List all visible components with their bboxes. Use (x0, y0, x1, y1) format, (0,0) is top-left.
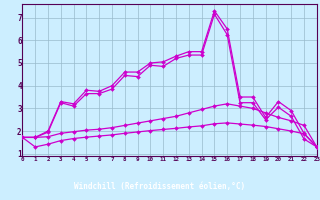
Text: Windchill (Refroidissement éolien,°C): Windchill (Refroidissement éolien,°C) (75, 182, 245, 191)
